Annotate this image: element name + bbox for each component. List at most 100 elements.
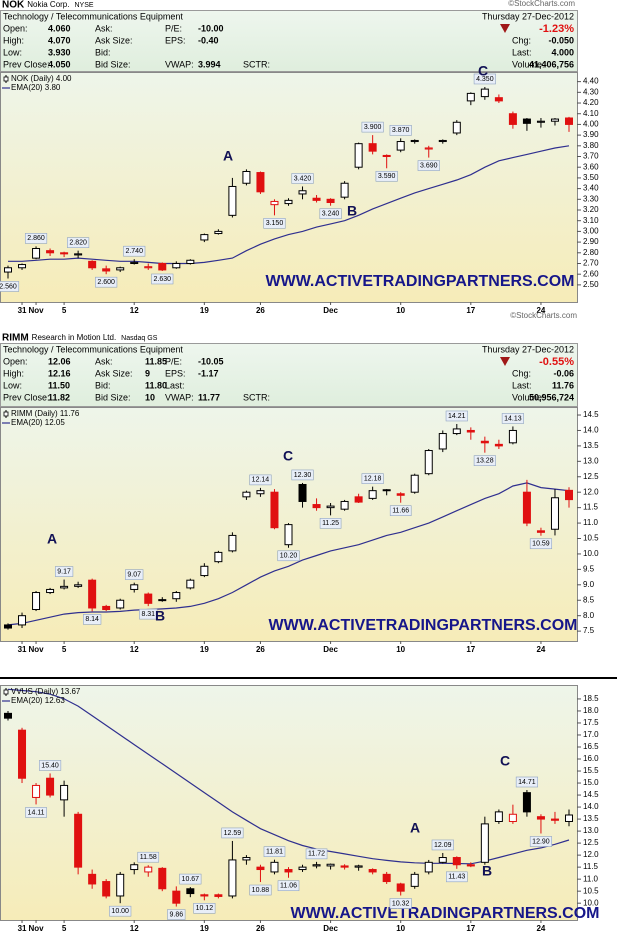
candle-body — [200, 234, 209, 241]
legend-candle-icon — [3, 411, 9, 417]
price-label-box — [109, 905, 132, 917]
price-label-box — [95, 276, 118, 288]
x-tick-label: 12 — [130, 645, 139, 654]
price-label-box — [125, 569, 144, 580]
y-tick-label: 4.20 — [583, 98, 599, 107]
candle-body — [102, 605, 111, 611]
candle-body — [340, 182, 349, 198]
y-tick-label: 3.60 — [583, 162, 599, 171]
price-label-box — [389, 505, 412, 516]
header-box — [0, 343, 578, 407]
candle-body — [536, 816, 545, 820]
price-label: 12.18 — [364, 475, 382, 482]
candle-body — [242, 491, 251, 498]
candle-body — [18, 615, 27, 626]
candle-body — [284, 199, 293, 205]
candle-body — [382, 489, 391, 492]
candle-body — [172, 262, 181, 269]
price-label-box — [67, 237, 90, 248]
field-value: 11.85 — [145, 356, 167, 366]
price-label: 2.600 — [97, 279, 115, 286]
field-value: 10 — [145, 392, 155, 402]
x-tick-label: 26 — [256, 645, 265, 654]
legend-label: VVUS (Daily) 13.67 — [11, 687, 81, 696]
price-label: 3.150 — [266, 220, 284, 227]
field-value: -0.40 — [198, 35, 219, 45]
candle-body — [270, 861, 279, 873]
y-tick-label: 14.0 — [583, 802, 599, 811]
field-label: Last: — [512, 380, 532, 390]
x-tick-label: Dec — [323, 306, 338, 315]
price-label: 10.32 — [392, 900, 410, 907]
price-label: 15.40 — [41, 762, 59, 769]
y-tick-label: 4.40 — [583, 77, 599, 86]
price-label-box — [39, 760, 62, 771]
price-label: 10.12 — [196, 905, 214, 912]
price-label: 3.870 — [392, 127, 410, 134]
legend-candle-icon — [3, 689, 9, 695]
credit: ©StockCharts.com — [510, 311, 577, 320]
field-value: 41,406,756 — [529, 59, 574, 69]
candle-body — [452, 857, 461, 866]
field-value: 4.000 — [551, 47, 574, 57]
x-tick-label: 24 — [536, 306, 545, 315]
y-tick-label: 14.5 — [583, 410, 599, 419]
candle-body — [494, 443, 503, 447]
x-tick-label: 12 — [130, 306, 139, 315]
ema-line — [7, 688, 570, 865]
price-label: 9.07 — [127, 571, 141, 578]
candle-body — [60, 585, 69, 589]
candle-body — [4, 624, 12, 629]
candle-body — [228, 859, 237, 897]
candle-body — [144, 866, 153, 873]
candle-body — [410, 139, 419, 143]
field-label: Volume: — [512, 392, 545, 402]
candle-body — [298, 866, 307, 871]
candle-body — [214, 230, 223, 235]
candle-body — [312, 864, 321, 867]
plot-area — [0, 72, 578, 303]
field-label: Ask Size: — [95, 35, 133, 45]
price-label: 12.09 — [434, 842, 452, 849]
price-label-box — [54, 566, 74, 577]
candle-body — [88, 873, 97, 885]
candle-body — [452, 121, 461, 134]
watermark: WWW.ACTIVETRADINGPARTNERS.COM — [268, 617, 577, 634]
price-label: 3.690 — [420, 162, 438, 169]
annotation: B — [482, 863, 492, 879]
candle-body — [32, 592, 41, 611]
candle-body — [46, 250, 55, 254]
candle-body — [368, 869, 377, 873]
price-label: 11.72 — [308, 851, 325, 858]
ema-line — [8, 145, 570, 265]
y-tick-label: 12.5 — [583, 838, 599, 847]
price-label-box — [361, 121, 384, 133]
y-tick-label: 18.0 — [583, 706, 599, 715]
field-value: -0.050 — [548, 35, 574, 45]
candle-body — [32, 248, 41, 259]
symbol: NOK — [2, 0, 25, 11]
legend-label: NOK (Daily) 4.00 — [11, 74, 72, 83]
price-label-box — [319, 208, 342, 220]
field-label: VWAP: — [165, 59, 194, 69]
y-tick-label: 3.00 — [583, 227, 599, 236]
y-tick-label: 11.0 — [583, 874, 599, 883]
field-label: Bid: — [95, 380, 111, 390]
candle-body — [130, 261, 139, 264]
price-label-box — [221, 827, 244, 839]
price-label-box — [139, 608, 158, 620]
y-tick-label: 3.70 — [583, 152, 599, 161]
y-tick-label: 14.0 — [583, 426, 599, 435]
y-tick-label: 14.5 — [583, 790, 599, 799]
candle-body — [172, 890, 181, 904]
candle-body — [522, 491, 531, 524]
field-value: 11.50 — [48, 380, 70, 390]
legend-candle-icon — [3, 76, 9, 82]
candle-body — [200, 565, 209, 577]
candle-body — [536, 530, 545, 533]
price-label: 8.31 — [141, 611, 155, 618]
x-tick-label: 26 — [256, 306, 265, 315]
y-tick-label: 11.0 — [583, 518, 599, 527]
field-value: 3.994 — [198, 59, 221, 69]
price-label-box — [515, 776, 538, 788]
